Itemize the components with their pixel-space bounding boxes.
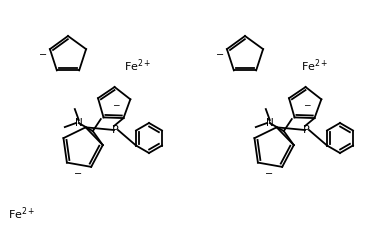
Text: −: −: [112, 101, 120, 110]
Text: N: N: [266, 118, 274, 128]
Text: −: −: [74, 169, 82, 179]
Text: −: −: [303, 101, 311, 110]
Text: −: −: [39, 50, 47, 60]
Text: Fe$^{2+}$: Fe$^{2+}$: [8, 206, 36, 222]
Text: P: P: [303, 125, 309, 135]
Text: Fe$^{2+}$: Fe$^{2+}$: [124, 58, 152, 74]
Text: N: N: [75, 118, 83, 128]
Text: Fe$^{2+}$: Fe$^{2+}$: [301, 58, 329, 74]
Text: P: P: [112, 125, 118, 135]
Text: −: −: [265, 169, 273, 179]
Text: −: −: [216, 50, 224, 60]
